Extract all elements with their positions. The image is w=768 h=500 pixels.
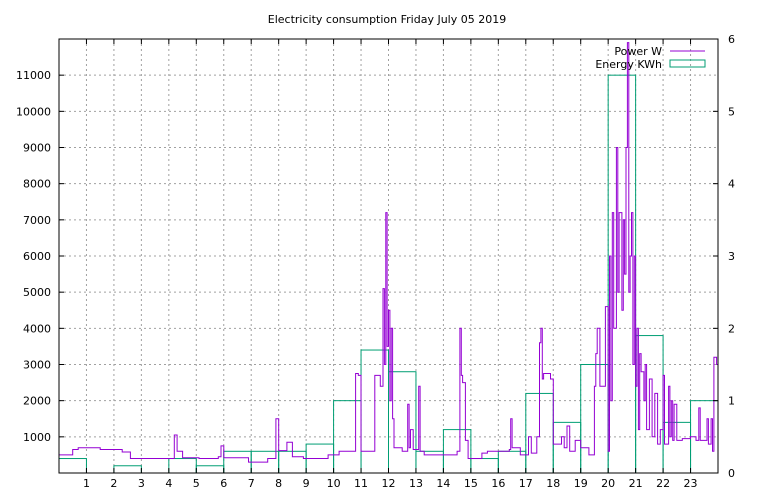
tick-marks <box>59 38 718 474</box>
y-tick-label: 7000 <box>23 214 51 227</box>
y-tick-label: 4000 <box>23 322 51 335</box>
x-tick-label: 2 <box>110 477 117 490</box>
x-tick-label: 4 <box>165 477 172 490</box>
power-series <box>59 42 718 463</box>
x-tick-label: 21 <box>629 477 643 490</box>
energy-bar <box>113 465 142 474</box>
x-tick-label: 11 <box>354 477 368 490</box>
x-tick-label: 19 <box>574 477 588 490</box>
y2-tick-label: 4 <box>728 178 735 191</box>
energy-bar <box>470 458 499 474</box>
legend-label-power: Power W <box>614 45 662 58</box>
energy-bar <box>223 450 252 474</box>
energy-bar <box>195 465 225 474</box>
energy-bar <box>58 458 87 474</box>
x-tick-label: 1 <box>83 477 90 490</box>
y2-tick-label: 3 <box>728 250 735 263</box>
x-tick-label: 22 <box>656 477 670 490</box>
x-axis-labels: 1 2 3 4 5 6 7 8 9 10 11 12 13 14 15 16 17 18 19 20 21 22 23 <box>83 477 698 490</box>
y-tick-label: 1000 <box>23 431 51 444</box>
y2-tick-label: 6 <box>728 33 735 46</box>
power-line <box>59 42 718 463</box>
x-tick-label: 13 <box>409 477 423 490</box>
y-tick-label: 3000 <box>23 359 51 372</box>
x-tick-label: 8 <box>275 477 282 490</box>
x-tick-label: 14 <box>436 477 450 490</box>
y-tick-label: 2000 <box>23 395 51 408</box>
x-tick-label: 5 <box>193 477 200 490</box>
energy-bar <box>333 400 362 474</box>
y2-tick-label: 5 <box>728 105 735 118</box>
x-tick-label: 18 <box>546 477 560 490</box>
chart-title: Electricity consumption Friday July 05 2… <box>268 13 506 26</box>
x-tick-label: 9 <box>303 477 310 490</box>
y2-tick-label: 1 <box>728 395 735 408</box>
x-tick-label: 17 <box>519 477 533 490</box>
x-tick-label: 15 <box>464 477 478 490</box>
legend-label-energy: Energy KWh <box>595 58 662 71</box>
y-tick-label: 5000 <box>23 286 51 299</box>
y2-tick-label: 0 <box>728 467 735 480</box>
legend: Power W Energy KWh <box>595 45 706 71</box>
x-tick-label: 12 <box>382 477 396 490</box>
y-tick-label: 6000 <box>23 250 51 263</box>
x-tick-label: 3 <box>138 477 145 490</box>
y-tick-label: 9000 <box>23 142 51 155</box>
x-tick-label: 16 <box>491 477 505 490</box>
x-tick-label: 6 <box>220 477 227 490</box>
y-axis-labels: 1000 2000 3000 4000 5000 6000 7000 8000 9000 1000… <box>16 69 51 444</box>
y-tick-label: 11000 <box>16 69 51 82</box>
x-tick-label: 23 <box>684 477 698 490</box>
y-tick-label: 10000 <box>16 105 51 118</box>
energy-bar <box>168 458 197 474</box>
y2-axis-labels: 0 1 2 3 4 5 6 <box>728 33 735 480</box>
x-tick-label: 20 <box>601 477 615 490</box>
x-tick-label: 7 <box>248 477 255 490</box>
x-tick-label: 10 <box>327 477 341 490</box>
y-tick-label: 8000 <box>23 178 51 191</box>
y2-tick-label: 2 <box>728 322 735 335</box>
legend-swatch-energy <box>669 59 706 68</box>
